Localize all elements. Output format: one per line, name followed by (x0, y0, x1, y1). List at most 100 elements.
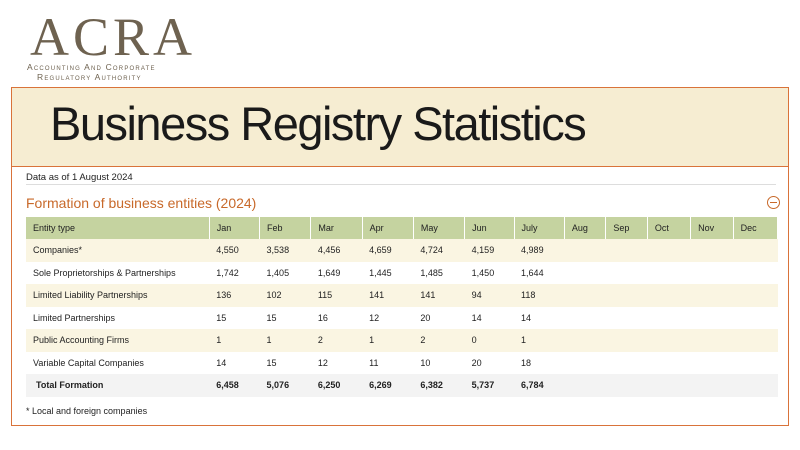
cell: 4,724 (413, 239, 465, 262)
empty-cell (564, 239, 606, 262)
cell: 2 (413, 329, 465, 352)
header-row: Entity type Jan Feb Mar Apr May Jun July Aug Sep O… (26, 217, 779, 239)
collapse-button[interactable] (767, 196, 780, 209)
cell: 94 (464, 284, 515, 307)
empty-cell (606, 262, 647, 285)
column-header: Jan (209, 217, 261, 239)
cell: 1,742 (216, 267, 239, 278)
empty-cell (605, 284, 648, 307)
cell: 10 (420, 357, 431, 368)
cell: 3,538 (259, 239, 311, 262)
cell: 118 (514, 284, 565, 307)
cell: 6,784 (514, 374, 565, 397)
cell: 1 (209, 329, 260, 352)
table-row: Limited Partnerships 15 15 16 12 20 14 14 (26, 307, 778, 330)
cell: 15 (266, 312, 277, 323)
row-label: Limited Liability Partnerships (26, 284, 210, 307)
empty-cell (691, 307, 733, 330)
logo-subtitle: Accounting And Corporate (27, 62, 156, 72)
empty-cell (691, 262, 733, 285)
cell: 136 (209, 284, 260, 307)
column-header: July (514, 217, 565, 239)
empty-cell (690, 239, 734, 262)
cell: 4,159 (464, 239, 515, 262)
cell: 14 (216, 357, 227, 368)
content: Data as of 1 August 2024 Formation of bu… (11, 166, 789, 426)
logo: ACRA (30, 7, 197, 67)
row-label: Public Accounting Firms (26, 329, 210, 352)
empty-cell (564, 329, 606, 352)
cell: 15 (266, 357, 277, 368)
table-row: Public Accounting Firms 1 1 2 1 2 0 1 (26, 329, 778, 352)
cell: 2 (310, 329, 363, 352)
stats-table: Entity type Jan Feb Mar Apr May Jun July Aug Sep O… (26, 217, 779, 397)
column-header: Oct (647, 217, 692, 239)
cell: 5,737 (464, 374, 515, 397)
empty-cell (647, 352, 690, 375)
empty-cell (647, 284, 691, 307)
empty-cell (647, 262, 690, 285)
empty-cell (733, 374, 778, 397)
empty-cell (733, 352, 777, 375)
cell: 16 (317, 312, 328, 323)
empty-cell (733, 307, 777, 330)
cell: 1 (514, 329, 565, 352)
empty-cell (733, 284, 778, 307)
cell: 4,456 (310, 239, 363, 262)
column-header: Feb (259, 217, 312, 239)
row-label: Sole Proprietorships & Partnerships (33, 267, 176, 278)
cell: 6,250 (310, 374, 363, 397)
empty-cell (605, 329, 648, 352)
table-row: Variable Capital Companies 14 15 12 11 10 20 18 (26, 352, 778, 375)
column-header: Nov (690, 217, 734, 239)
row-label: Total Formation (26, 374, 210, 397)
column-header: Dec (733, 217, 779, 239)
data-date: Data as of 1 August 2024 (26, 172, 133, 183)
empty-cell (605, 374, 648, 397)
cell: 15 (216, 312, 227, 323)
column-header: Jun (464, 217, 515, 239)
cell: 12 (369, 312, 380, 323)
divider (26, 184, 776, 185)
section-title: Formation of business entities (2024) (26, 195, 257, 211)
column-header: Sep (605, 217, 648, 239)
empty-cell (647, 307, 690, 330)
cell: 102 (259, 284, 311, 307)
empty-cell (564, 352, 605, 375)
cell: 12 (317, 357, 328, 368)
cell: 141 (362, 284, 414, 307)
row-label: Companies* (26, 239, 210, 262)
empty-cell (733, 239, 778, 262)
cell: 14 (521, 312, 532, 323)
column-header: Apr (362, 217, 414, 239)
empty-cell (606, 352, 647, 375)
cell: 18 (521, 357, 532, 368)
cell: 20 (471, 357, 482, 368)
empty-cell (647, 329, 691, 352)
column-header: Mar (310, 217, 363, 239)
empty-cell (733, 262, 777, 285)
cell: 14 (471, 312, 482, 323)
cell: 141 (413, 284, 465, 307)
cell: 4,550 (209, 239, 260, 262)
row-label: Limited Partnerships (33, 312, 116, 323)
total-row: Total Formation 6,458 5,076 6,250 6,269 6,382… (26, 374, 778, 397)
empty-cell (691, 352, 733, 375)
cell: 6,269 (362, 374, 414, 397)
cell: 11 (369, 357, 379, 368)
logo-subtitle: Regulatory Authority (37, 72, 142, 82)
empty-cell (690, 284, 734, 307)
cell: 6,382 (413, 374, 465, 397)
cell: 0 (464, 329, 515, 352)
table-row: Companies* 4,550 3,538 4,456 4,659 4,724 4,159… (26, 239, 778, 262)
column-header: Aug (564, 217, 607, 239)
cell: 1,485 (420, 267, 443, 278)
empty-cell (564, 307, 605, 330)
cell: 4,989 (514, 239, 565, 262)
cell: 5,076 (259, 374, 311, 397)
table-row: Limited Liability Partnerships 136 102 115 1… (26, 284, 778, 307)
table-row: Sole Proprietorships & Partnerships 1,742… (26, 262, 778, 285)
empty-cell (564, 284, 606, 307)
cell: 20 (420, 312, 431, 323)
empty-cell (606, 307, 647, 330)
